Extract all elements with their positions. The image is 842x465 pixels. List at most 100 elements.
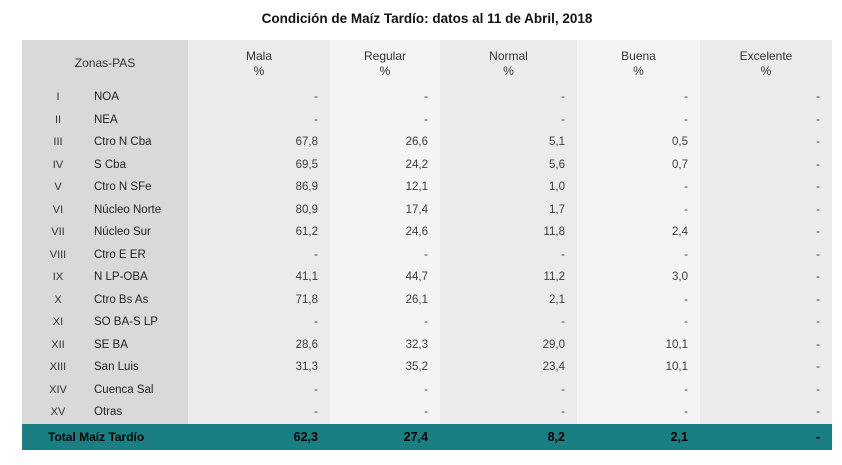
table-row-noa: I NOA - - - - - (22, 86, 832, 109)
total-value-mala: 62,3 (188, 423, 330, 450)
table-row-s-cba: IV S Cba 69,5 24,2 5,6 0,7- (22, 153, 832, 176)
value-cell-normal: 11,2 (440, 266, 577, 289)
value-cell-normal: - (440, 378, 577, 401)
value-cell-regular: - (330, 401, 440, 424)
value-cell-mala: - (188, 311, 330, 334)
column-header-unit: % (379, 64, 391, 78)
zone-name: Otras (94, 406, 123, 419)
zone-roman-numeral: I (56, 91, 60, 104)
table-row-so-ba-s-lp: XI SO BA-S LP - - - - - (22, 311, 832, 334)
zone-name: Ctro Bs As (94, 293, 149, 306)
zone-name: SO BA-S LP (94, 316, 158, 329)
zone-cell: XIII San Luis (22, 356, 188, 379)
value-cell-mala: 41,1 (188, 266, 330, 289)
table-row-ctro-bs-as: X Ctro Bs As 71,8 26,1 2,1- - (22, 288, 832, 311)
value-cell-regular: 24,2 (330, 153, 440, 176)
zone-cell: XV Otras (22, 401, 188, 424)
value-cell-mala: - (188, 378, 330, 401)
table-row-se-ba: XII SE BA 28,6 32,3 29,0 10,1- (22, 333, 832, 356)
zone-roman-numeral: XIII (49, 361, 67, 374)
value-cell-mala: - (188, 401, 330, 424)
value-cell-excelente: - (700, 153, 832, 176)
zone-roman-numeral: XIV (49, 383, 67, 396)
value-cell-regular: - (330, 378, 440, 401)
value-cell-regular: - (330, 243, 440, 266)
value-cell-normal: 11,8 (440, 221, 577, 244)
value-cell-normal: 5,1 (440, 131, 577, 154)
value-cell-excelente: - (700, 288, 832, 311)
value-cell-regular: - (330, 311, 440, 334)
total-row-label: Total Maíz Tardío (22, 423, 188, 450)
total-value-excelente: - (700, 423, 832, 450)
value-cell-buena: - (577, 401, 700, 424)
zone-roman-numeral: IV (52, 158, 64, 171)
zone-roman-numeral: XV (50, 406, 66, 419)
column-header-normal: Normal% (440, 40, 577, 86)
value-cell-mala: 71,8 (188, 288, 330, 311)
zone-roman-numeral: IX (52, 271, 64, 284)
column-header-label: Buena (621, 49, 656, 63)
zone-name: Ctro N SFe (94, 181, 152, 194)
zone-roman-numeral: VII (51, 226, 65, 239)
value-cell-mala: 31,3 (188, 356, 330, 379)
value-cell-buena: 10,1 (577, 333, 700, 356)
value-cell-excelente: - (700, 333, 832, 356)
table-row-san-luis: XIII San Luis 31,3 35,2 23,4 10,1- (22, 356, 832, 379)
value-cell-excelente: - (700, 311, 832, 334)
total-value-buena: 2,1 (577, 423, 700, 450)
value-cell-regular: - (330, 86, 440, 109)
column-header-unit: % (253, 64, 265, 78)
zone-cell: XI SO BA-S LP (22, 311, 188, 334)
total-row: Total Maíz Tardío 62,3 27,4 8,2 2,1- (22, 423, 832, 450)
value-cell-excelente: - (700, 266, 832, 289)
value-cell-excelente: - (700, 356, 832, 379)
value-cell-excelente: - (700, 198, 832, 221)
zone-cell: I NOA (22, 86, 188, 109)
zone-cell: II NEA (22, 108, 188, 131)
value-cell-mala: 28,6 (188, 333, 330, 356)
column-header-label: Regular (363, 49, 407, 63)
value-cell-excelente: - (700, 221, 832, 244)
zone-cell: XIV Cuenca Sal (22, 378, 188, 401)
table-row-cuenca-sal: XIV Cuenca Sal - - - - - (22, 378, 832, 401)
corn-condition-table: Zonas-PAS Mala% Regular% Normal% Buena% Exce… (22, 40, 832, 450)
value-cell-buena: - (577, 176, 700, 199)
zone-name: Ctro E ER (94, 248, 146, 261)
value-cell-buena: 3,0 (577, 266, 700, 289)
value-cell-buena: - (577, 86, 700, 109)
value-cell-buena: - (577, 311, 700, 334)
column-header-buena: Buena% (577, 40, 700, 86)
value-cell-mala: 61,2 (188, 221, 330, 244)
zone-cell: VIII Ctro E ER (22, 243, 188, 266)
zone-name: NEA (94, 113, 118, 126)
table-body: I NOA - - - - - II NEA - - - - - III Ctro N Cba 67,8 26,6… (22, 86, 832, 424)
table-row-ctro-n-cba: III Ctro N Cba 67,8 26,6 5,1 0,5- (22, 131, 832, 154)
zone-cell: III Ctro N Cba (22, 131, 188, 154)
zone-name: Núcleo Sur (94, 226, 151, 239)
zone-roman-numeral: II (54, 113, 62, 126)
value-cell-buena: - (577, 243, 700, 266)
value-cell-normal: - (440, 311, 577, 334)
column-header-excelente: Excelente% (700, 40, 832, 86)
value-cell-excelente: - (700, 131, 832, 154)
total-value-regular: 27,4 (330, 423, 440, 450)
column-header-regular: Regular% (330, 40, 440, 86)
zone-name: San Luis (94, 361, 139, 374)
table-row-n-lp-oba: IX N LP-OBA 41,1 44,7 11,2 3,0- (22, 266, 832, 289)
value-cell-buena: 2,4 (577, 221, 700, 244)
zone-roman-numeral: VI (52, 203, 64, 216)
value-cell-regular: 44,7 (330, 266, 440, 289)
value-cell-mala: - (188, 108, 330, 131)
value-cell-mala: - (188, 243, 330, 266)
zone-name: NOA (94, 91, 119, 104)
table-header-row: Zonas-PAS Mala% Regular% Normal% Buena% Exce… (22, 40, 832, 86)
value-cell-normal: 1,0 (440, 176, 577, 199)
value-cell-regular: 24,6 (330, 221, 440, 244)
value-cell-regular: - (330, 108, 440, 131)
value-cell-mala: - (188, 86, 330, 109)
zone-cell: X Ctro Bs As (22, 288, 188, 311)
zone-roman-numeral: V (54, 181, 62, 194)
value-cell-normal: - (440, 401, 577, 424)
value-cell-mala: 69,5 (188, 153, 330, 176)
